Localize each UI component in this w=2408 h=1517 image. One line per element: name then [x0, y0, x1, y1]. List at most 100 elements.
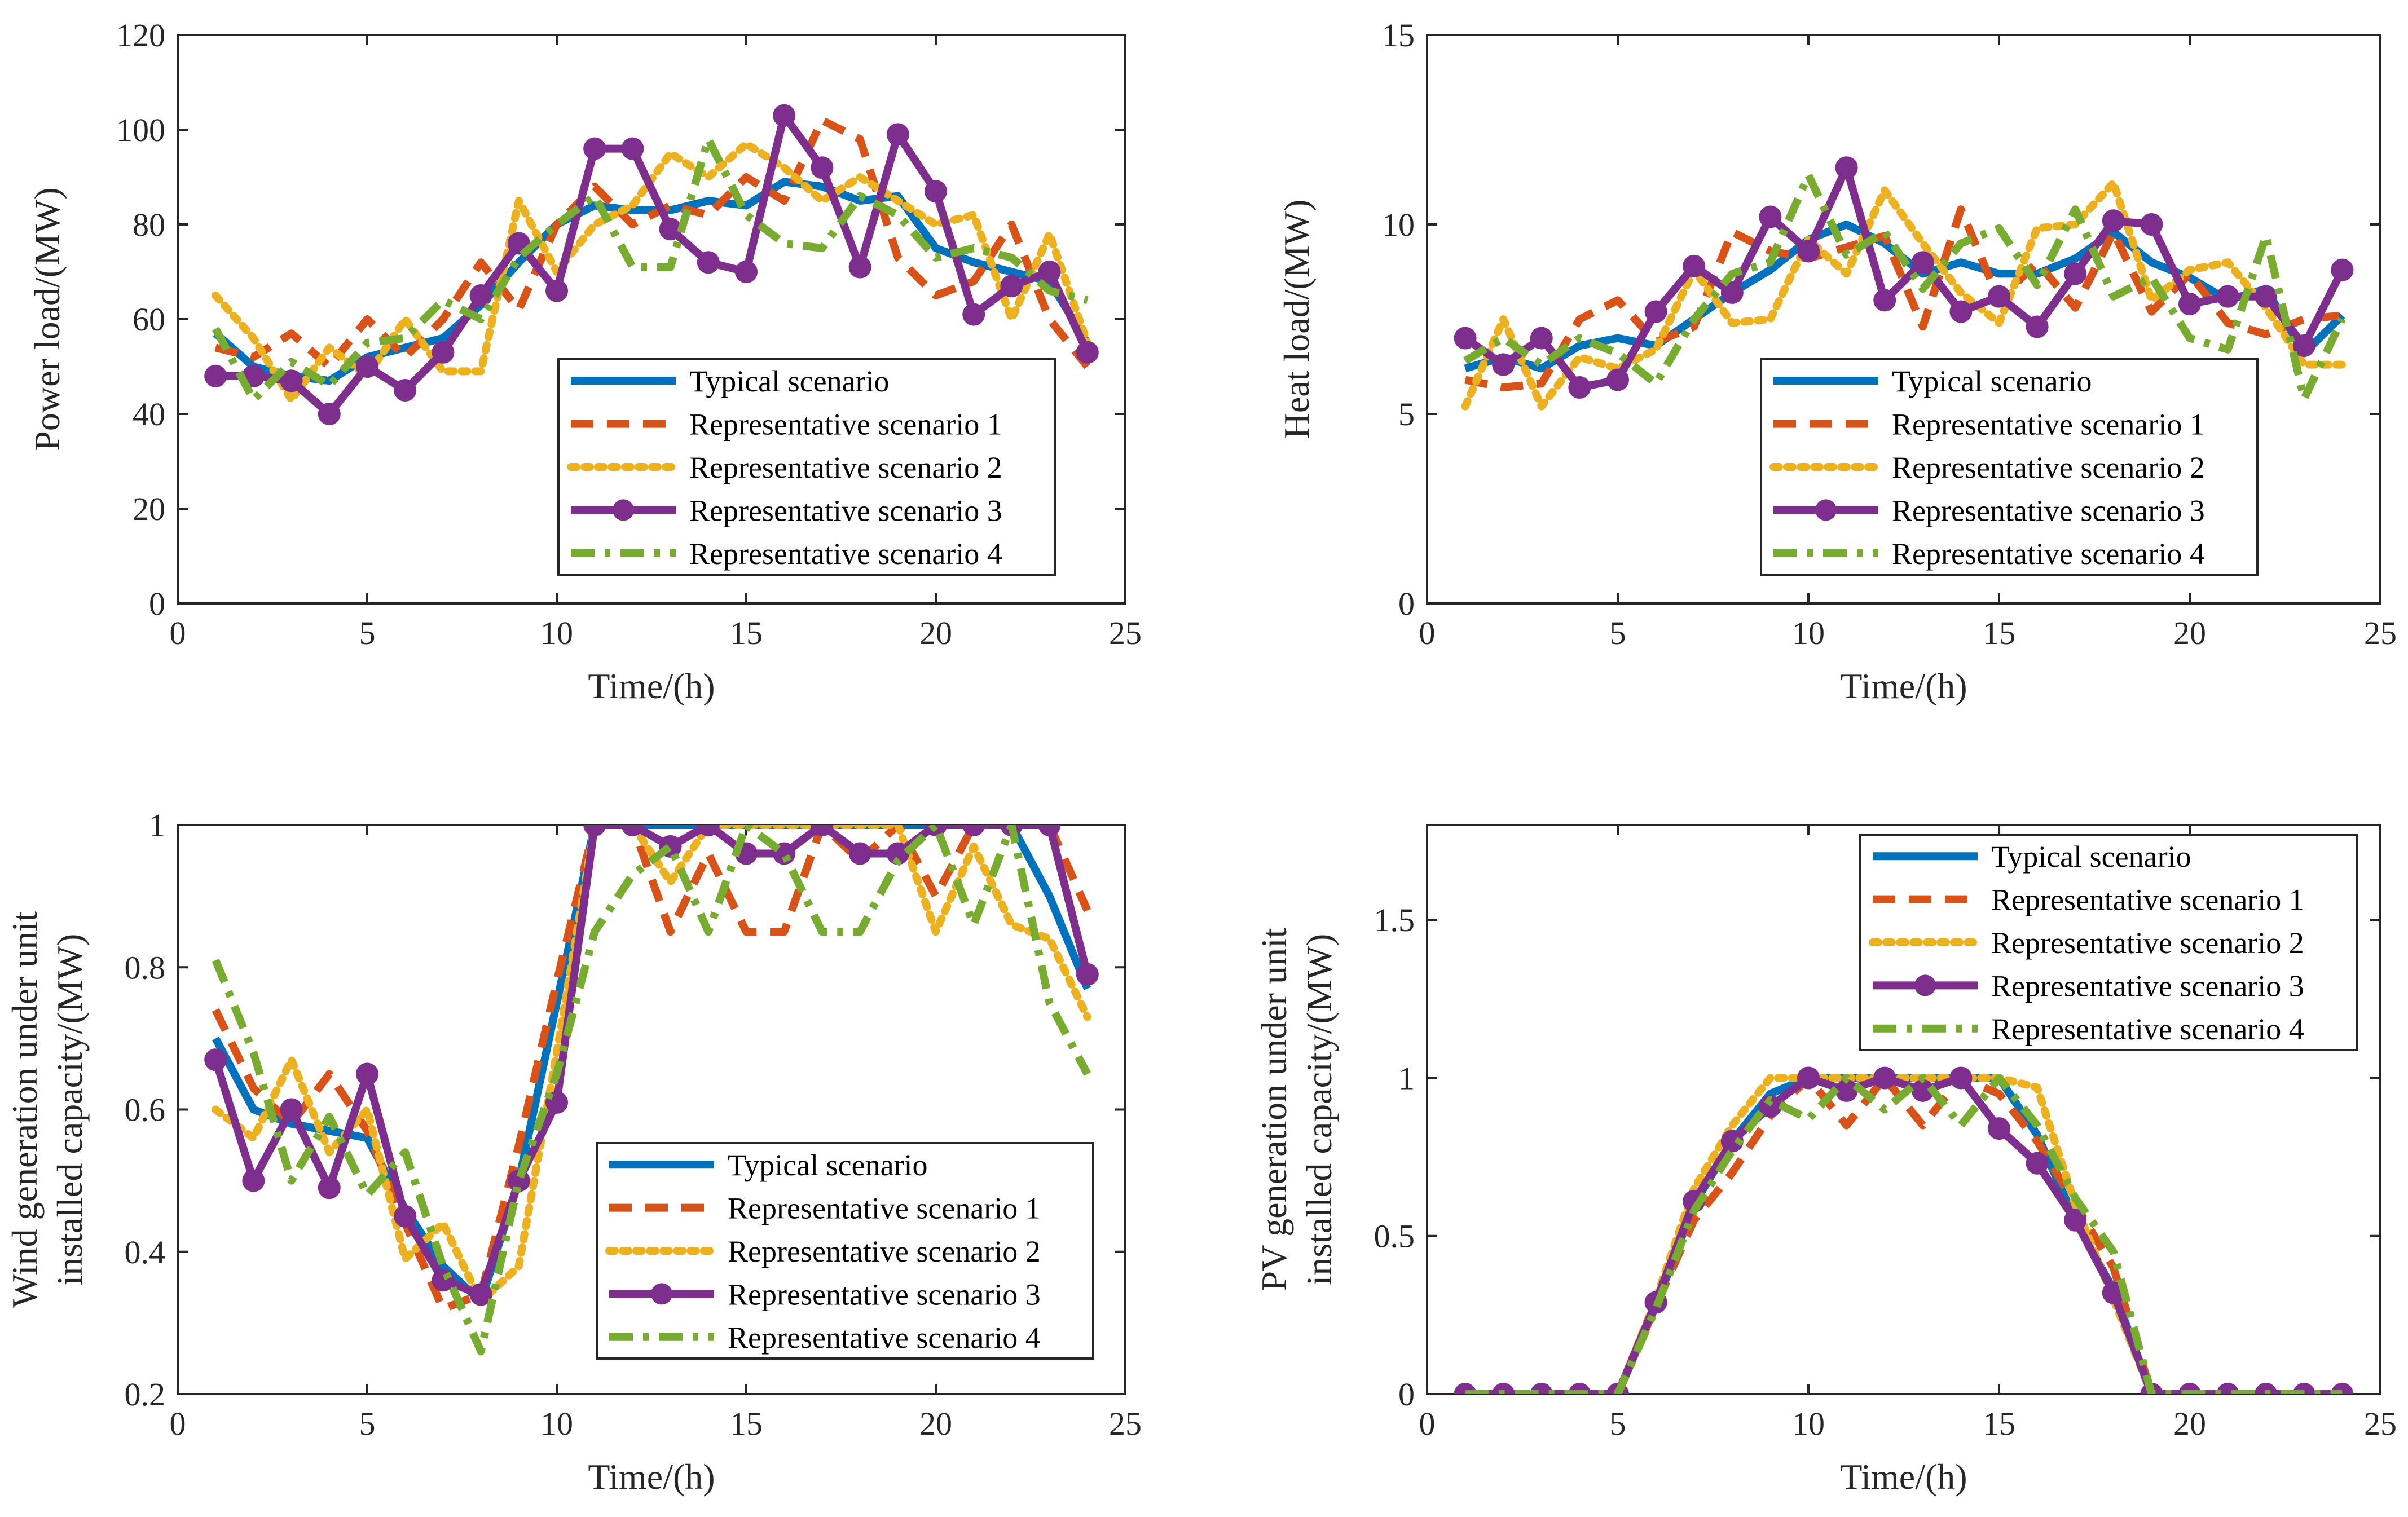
data-point [1873, 1066, 1896, 1090]
y-tick-label: 0.8 [125, 949, 166, 986]
y-tick-label: 1.5 [1374, 902, 1415, 938]
data-point [1038, 825, 1061, 836]
x-tick-label: 10 [1792, 615, 1825, 651]
y-tick-label: 5 [1398, 396, 1415, 433]
legend-label: Representative scenario 4 [1892, 537, 2205, 571]
y-tick-label: 1 [149, 807, 165, 844]
data-point [394, 1205, 417, 1228]
x-tick-label: 15 [730, 615, 763, 651]
x-tick-label: 0 [170, 1405, 186, 1442]
data-point [1873, 289, 1896, 312]
legend-marker [613, 499, 634, 521]
data-point [2255, 285, 2278, 308]
data-point [811, 156, 834, 179]
series-line-rep4 [1465, 1074, 2343, 1394]
x-axis-label: Time/(h) [588, 1457, 715, 1497]
data-point [1759, 205, 1782, 228]
data-point [2292, 334, 2315, 358]
data-point [318, 1176, 341, 1200]
legend-label: Representative scenario 1 [1991, 883, 2304, 917]
data-point [356, 1062, 378, 1086]
data-point [432, 341, 455, 364]
x-axis-label: Time/(h) [588, 666, 715, 706]
x-tick-label: 20 [919, 615, 952, 651]
data-point [621, 825, 644, 836]
y-axis-label: installed capacity/(MW) [50, 934, 90, 1286]
data-point [1076, 963, 1099, 986]
y-tick-label: 15 [1382, 17, 1415, 54]
data-point [1038, 261, 1061, 283]
y-axis-label: PV generation under unit [1254, 928, 1294, 1291]
x-tick-label: 25 [1109, 1405, 1142, 1442]
data-point [811, 825, 834, 836]
data-point [848, 255, 871, 279]
legend-marker [1815, 499, 1837, 521]
data-point [1949, 1066, 1973, 1090]
y-tick-label: 1 [1398, 1060, 1415, 1096]
data-point [1454, 327, 1477, 350]
data-point [848, 842, 871, 865]
data-point [280, 369, 303, 393]
legend-label: Representative scenario 2 [728, 1234, 1041, 1268]
y-axis-label: installed capacity/(MW) [1299, 934, 1339, 1286]
data-point [1492, 1383, 1515, 1394]
legend-label: Representative scenario 1 [689, 408, 1002, 442]
legend-label: Representative scenario 2 [1892, 451, 2205, 484]
data-point [773, 104, 796, 127]
y-tick-label: 0.2 [125, 1376, 166, 1413]
data-point [394, 379, 417, 402]
x-tick-label: 0 [1419, 615, 1436, 651]
legend-marker [651, 1283, 672, 1305]
y-tick-label: 20 [133, 491, 165, 527]
data-point [1000, 275, 1023, 298]
x-tick-label: 20 [919, 1405, 952, 1442]
legend-label: Representative scenario 1 [1892, 408, 2205, 442]
data-point [886, 123, 909, 146]
legend-marker [1914, 974, 1936, 996]
legend-label: Representative scenario 3 [728, 1277, 1041, 1311]
x-tick-label: 0 [1419, 1405, 1436, 1442]
data-point [318, 403, 341, 425]
plot-area [1454, 1066, 2354, 1394]
series-line-rep4 [212, 825, 1091, 1356]
x-tick-label: 10 [540, 1405, 573, 1442]
y-tick-label: 40 [133, 396, 165, 433]
x-tick-label: 0 [170, 615, 186, 651]
data-point [1492, 353, 1515, 376]
chart-pv: 0 5 10 15 20 25 0 0.5 1 1.5 Time/(h) PV generation … [1254, 824, 2397, 1497]
y-tick-label: 100 [116, 112, 165, 148]
legend: Typical scenario Representative scenario … [557, 358, 1056, 576]
y-tick-label: 10 [1382, 206, 1415, 243]
y-tick-label: 0 [149, 585, 165, 622]
legend: Typical scenario Representative scenario … [1760, 358, 2259, 576]
data-point [1988, 285, 2010, 308]
y-axis-label: Heat load/(MW) [1276, 200, 1317, 439]
legend-label: Typical scenario [689, 364, 890, 398]
data-point [204, 1048, 227, 1071]
data-point [1835, 156, 1858, 179]
x-tick-label: 25 [1109, 615, 1142, 651]
data-point [621, 137, 644, 160]
legend-label: Representative scenario 3 [1892, 493, 2205, 527]
data-point [1076, 341, 1099, 364]
plot-area [1454, 156, 2354, 411]
legend-label: Representative scenario 2 [689, 451, 1002, 484]
x-tick-label: 20 [2173, 1405, 2206, 1442]
data-point [2064, 262, 2087, 285]
y-tick-label: 120 [116, 17, 165, 54]
data-point [583, 137, 606, 160]
data-point [1949, 300, 1973, 323]
y-axis-label: Power load/(MW) [27, 187, 67, 451]
data-point [469, 1283, 492, 1306]
data-point [583, 825, 606, 836]
y-tick-label: 0 [1398, 585, 1415, 622]
x-tick-label: 25 [2364, 1405, 2397, 1442]
plot-area [204, 104, 1099, 425]
legend-label: Representative scenario 2 [1991, 926, 2304, 960]
data-point [2102, 209, 2125, 232]
data-point [469, 284, 492, 307]
data-point [2216, 285, 2239, 308]
x-tick-label: 25 [2364, 615, 2397, 651]
y-tick-label: 0.6 [125, 1092, 166, 1128]
